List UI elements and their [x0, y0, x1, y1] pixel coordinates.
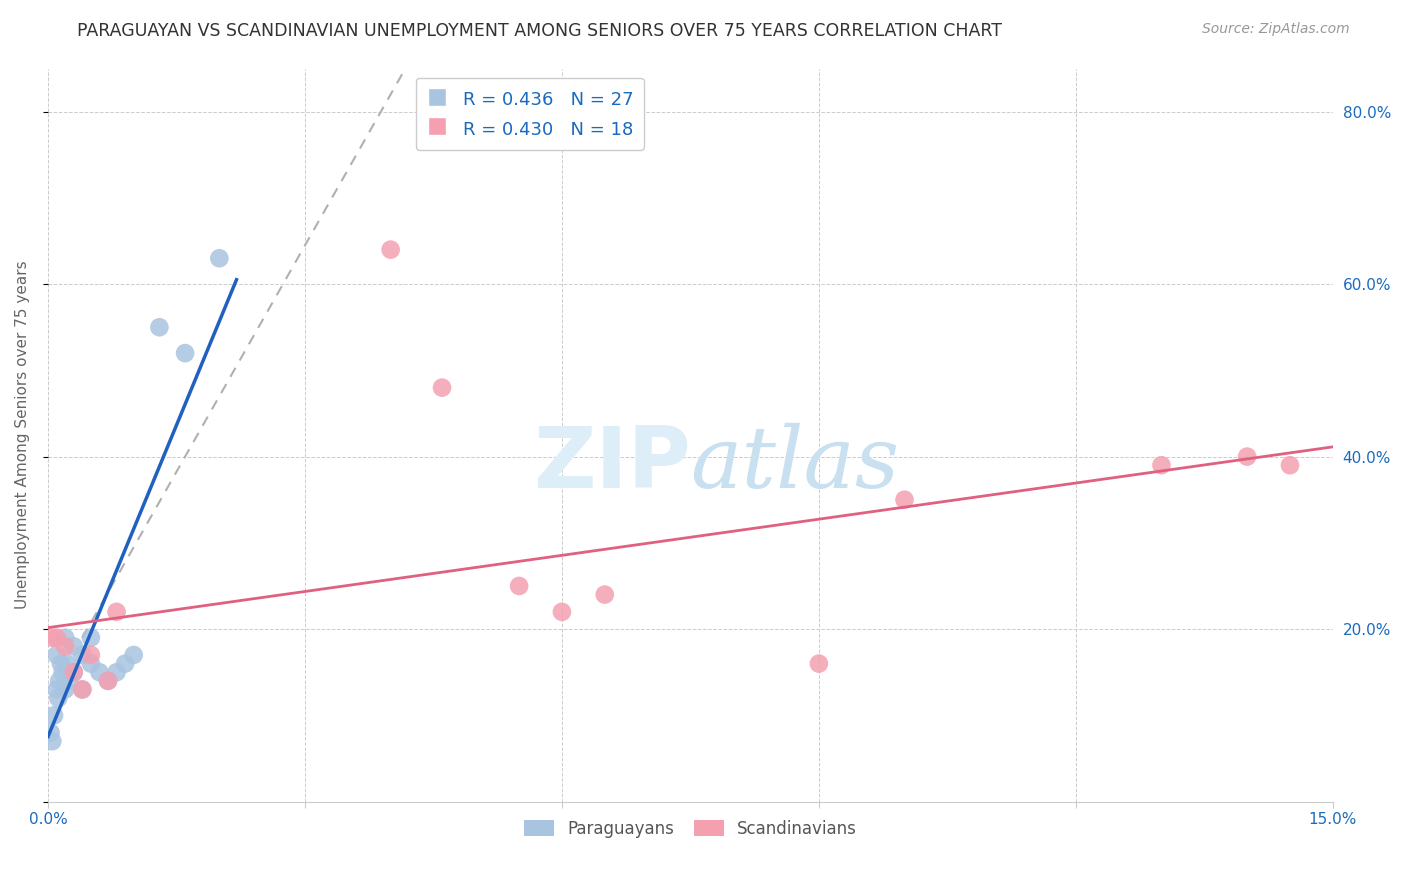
Y-axis label: Unemployment Among Seniors over 75 years: Unemployment Among Seniors over 75 years: [15, 260, 30, 609]
Point: [45, 682, 67, 697]
Point: [53, 682, 76, 697]
Point: [122, 648, 145, 662]
Point: [551, 605, 574, 619]
Point: [48, 673, 70, 688]
Point: [97, 673, 120, 688]
Point: [80, 657, 103, 671]
Point: [72, 682, 94, 697]
Point: [1236, 450, 1258, 464]
Legend: Paraguayans, Scandinavians: Paraguayans, Scandinavians: [517, 814, 863, 845]
Point: [89, 665, 111, 680]
Point: [508, 579, 530, 593]
Point: [46, 691, 69, 706]
Point: [807, 657, 830, 671]
Point: [208, 252, 231, 266]
Point: [174, 346, 197, 360]
Point: [80, 648, 103, 662]
Point: [893, 492, 915, 507]
Point: [53, 631, 76, 645]
Text: Source: ZipAtlas.com: Source: ZipAtlas.com: [1202, 22, 1350, 37]
Point: [80, 631, 103, 645]
Point: [148, 320, 170, 334]
Point: [53, 640, 76, 654]
Point: [62, 665, 84, 680]
Text: ZIP: ZIP: [533, 423, 690, 506]
Text: PARAGUAYAN VS SCANDINAVIAN UNEMPLOYMENT AMONG SENIORS OVER 75 YEARS CORRELATION : PARAGUAYAN VS SCANDINAVIAN UNEMPLOYMENT …: [77, 22, 1002, 40]
Point: [593, 588, 616, 602]
Point: [1278, 458, 1301, 473]
Point: [39, 725, 62, 739]
Point: [45, 648, 67, 662]
Point: [72, 682, 94, 697]
Point: [58, 673, 80, 688]
Point: [114, 657, 136, 671]
Point: [1150, 458, 1173, 473]
Point: [52, 665, 75, 680]
Point: [380, 243, 402, 257]
Point: [105, 605, 128, 619]
Text: atlas: atlas: [690, 423, 900, 506]
Point: [62, 665, 84, 680]
Point: [430, 381, 453, 395]
Point: [49, 657, 72, 671]
Point: [97, 673, 120, 688]
Point: [45, 631, 67, 645]
Point: [41, 631, 63, 645]
Point: [41, 734, 63, 748]
Point: [105, 665, 128, 680]
Point: [42, 708, 65, 723]
Point: [72, 648, 94, 662]
Point: [56, 657, 79, 671]
Point: [62, 640, 84, 654]
